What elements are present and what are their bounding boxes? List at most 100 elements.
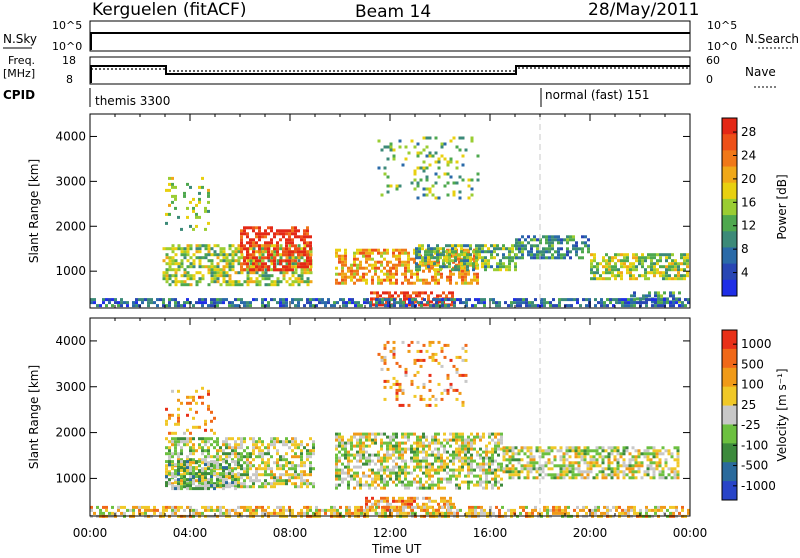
data-cell xyxy=(600,511,603,515)
data-cell xyxy=(198,185,201,189)
data-cell xyxy=(656,271,659,275)
data-cell xyxy=(381,298,384,302)
data-cell xyxy=(431,184,435,188)
data-cell xyxy=(374,502,377,506)
data-cell xyxy=(487,265,490,269)
data-cell xyxy=(368,432,371,436)
data-cell xyxy=(558,301,561,305)
data-cell xyxy=(377,483,380,487)
data-cell xyxy=(240,241,243,245)
data-cell xyxy=(435,298,438,302)
data-cell xyxy=(168,256,172,260)
data-cell xyxy=(535,467,539,471)
data-cell xyxy=(467,178,471,182)
data-cell xyxy=(213,280,217,284)
data-cell xyxy=(279,467,282,471)
data-cell xyxy=(216,475,219,479)
data-cell xyxy=(558,511,561,515)
data-cell xyxy=(294,256,298,260)
data-cell xyxy=(477,298,480,302)
data-cell xyxy=(192,277,196,281)
data-cell xyxy=(496,253,499,257)
data-cell xyxy=(470,468,473,472)
data-cell xyxy=(389,148,393,152)
data-cell xyxy=(380,441,383,445)
data-cell xyxy=(401,471,404,475)
data-cell xyxy=(475,247,478,251)
data-cell xyxy=(297,274,301,278)
data-cell xyxy=(437,459,440,463)
data-cell xyxy=(581,241,584,245)
data-cell xyxy=(255,244,258,248)
data-cell xyxy=(216,472,219,476)
data-cell xyxy=(252,440,255,444)
data-cell xyxy=(401,441,404,445)
data-cell xyxy=(610,473,614,477)
data-cell xyxy=(117,505,120,509)
data-cell xyxy=(600,304,603,308)
data-cell xyxy=(413,465,416,469)
data-cell xyxy=(300,440,303,444)
data-cell xyxy=(234,460,237,464)
data-cell xyxy=(390,508,393,512)
data-cell xyxy=(276,259,280,263)
data-cell xyxy=(261,449,264,453)
data-cell xyxy=(544,473,548,477)
data-cell xyxy=(583,476,587,480)
data-cell xyxy=(556,449,560,453)
data-cell xyxy=(402,505,405,509)
data-cell xyxy=(379,303,382,307)
data-cell xyxy=(535,446,539,450)
data-cell xyxy=(404,260,407,264)
data-cell xyxy=(389,447,392,451)
data-cell xyxy=(601,476,605,480)
data-cell xyxy=(303,253,306,257)
data-cell xyxy=(365,254,368,258)
data-cell xyxy=(249,262,253,266)
data-cell xyxy=(479,438,482,442)
data-cell xyxy=(455,145,459,149)
data-cell xyxy=(491,462,494,466)
data-cell xyxy=(655,464,659,468)
data-cell xyxy=(198,487,201,491)
scatter-region xyxy=(335,432,503,490)
data-cell xyxy=(165,277,169,281)
data-cell xyxy=(132,301,135,305)
data-cell xyxy=(192,458,195,462)
data-cell xyxy=(309,241,312,245)
data-cell xyxy=(466,259,469,263)
data-cell xyxy=(168,452,171,456)
data-cell xyxy=(386,459,389,463)
data-cell xyxy=(428,269,431,273)
colorbar-swatch xyxy=(722,150,737,168)
data-cell xyxy=(532,458,536,462)
data-cell xyxy=(582,298,585,302)
data-cell xyxy=(430,262,433,266)
data-cell xyxy=(450,298,453,302)
data-cell xyxy=(198,458,201,462)
data-cell xyxy=(389,441,392,445)
data-cell xyxy=(657,294,660,298)
data-cell xyxy=(431,441,434,445)
data-cell xyxy=(174,268,178,272)
data-cell xyxy=(231,481,234,485)
data-cell xyxy=(613,467,617,471)
data-cell xyxy=(634,455,638,459)
data-cell xyxy=(356,269,359,273)
data-cell xyxy=(228,455,231,459)
data-cell xyxy=(273,298,276,302)
data-cell xyxy=(237,259,241,263)
data-cell xyxy=(576,301,579,305)
data-cell xyxy=(652,467,656,471)
data-cell xyxy=(607,467,611,471)
data-cell xyxy=(267,511,270,515)
data-cell xyxy=(189,407,192,411)
colorbar-tick-label: 4 xyxy=(741,266,749,280)
data-cell xyxy=(306,301,309,305)
data-cell xyxy=(571,467,575,471)
data-cell xyxy=(437,447,440,451)
data-cell xyxy=(189,461,192,465)
data-cell xyxy=(531,304,534,308)
data-cell xyxy=(443,486,446,490)
data-cell xyxy=(309,253,313,257)
